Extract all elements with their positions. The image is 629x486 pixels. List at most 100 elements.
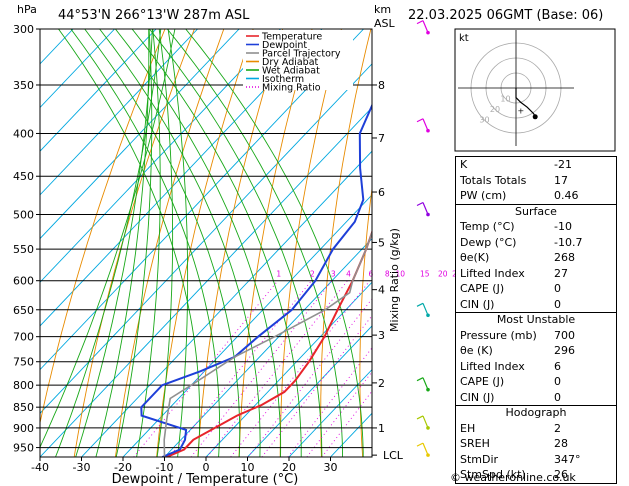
- height-tick-label: 8: [378, 79, 385, 92]
- isotherm-line: [247, 325, 372, 457]
- pressure-tick-label: 600: [13, 275, 34, 288]
- storm-motion-marker: +: [517, 106, 524, 115]
- isobars: [40, 28, 372, 449]
- wet-adiabat-line: [166, 29, 343, 457]
- most-unstable-label: CAPE (J): [460, 375, 505, 388]
- mixing-ratio-label: 4: [346, 270, 351, 279]
- most-unstable-value: 0: [554, 375, 561, 388]
- hodograph-stat-value: 2: [554, 421, 561, 435]
- wind-barbs: [416, 20, 430, 457]
- hodograph-trace: +: [515, 88, 538, 120]
- height-tick-label: 2: [378, 377, 385, 390]
- mixing-ratio-label: 2: [310, 270, 315, 279]
- legend-entry: Dewpoint: [262, 40, 307, 51]
- surface-label: Dewp (°C): [460, 235, 517, 249]
- pressure-tick-label: 700: [13, 331, 34, 344]
- hodograph-ring-label: 10: [500, 95, 510, 104]
- isotherm-line: [40, 29, 198, 196]
- most-unstable-label: Lifted Index: [460, 359, 525, 373]
- mixing-ratio-labels: 12346810152025: [276, 270, 462, 279]
- surface-row: Temp (°C) -10: [456, 219, 616, 235]
- surface-title: Surface: [456, 203, 616, 220]
- wet-adiabat-line: [149, 29, 323, 457]
- dry-adiabat-line: [398, 29, 430, 457]
- index-row: PW (cm) 0.46: [456, 188, 616, 204]
- wet-adiabat-line: [55, 29, 162, 457]
- hodograph-frame: [454, 28, 616, 152]
- surface-value: 0: [554, 297, 561, 311]
- most-unstable-row: CAPE (J) 0: [456, 374, 616, 390]
- dry-adiabat-line: [320, 29, 372, 457]
- wet-adiabat-line: [95, 29, 150, 457]
- hodograph-stat-row: StmDir 347°: [456, 452, 616, 468]
- temperature-tick-label: -30: [73, 461, 91, 474]
- most-unstable-label: θe (K): [460, 344, 493, 357]
- hodograph-stat-row: SREH 28: [456, 436, 616, 452]
- hodograph-ring-label: 30: [479, 116, 489, 125]
- parcel-trajectory-series: [163, 230, 372, 457]
- location-title: 44°53'N 266°13'W 287m ASL: [58, 8, 250, 23]
- surface-value: -10.7: [554, 235, 583, 249]
- legend-entry: Dry Adiabat: [262, 57, 319, 68]
- index-label: Totals Totals: [460, 173, 527, 187]
- height-tick-label: 4: [378, 284, 385, 297]
- surface-row: Dewp (°C) -10.7: [456, 235, 616, 251]
- mixing-ratio-label: 8: [385, 270, 390, 279]
- dry-adiabat-line: [197, 29, 284, 457]
- surface-label: Temp (°C): [460, 220, 515, 233]
- legend-entry: Isotherm: [262, 74, 304, 85]
- pressure-tick-label: 850: [13, 401, 34, 414]
- most-unstable-title: Most Unstable: [456, 312, 616, 328]
- surface-value: 27: [554, 266, 568, 280]
- wind-barb: [416, 201, 429, 215]
- legend-entry: Mixing Ratio: [262, 83, 321, 94]
- hodograph-stat-value: 347°: [554, 452, 581, 466]
- legend-entry: Wet Adiabat: [262, 66, 320, 77]
- lcl-label: LCL: [383, 449, 404, 462]
- isotherm-line: [40, 29, 364, 371]
- index-value: 17: [554, 173, 568, 187]
- height-tick-label: 6: [378, 186, 385, 199]
- isotherm-line: [40, 29, 74, 65]
- wet-adiabat-line: [185, 29, 364, 457]
- wind-barb: [416, 377, 429, 390]
- legend-entry: Parcel Trajectory: [262, 49, 341, 60]
- pressure-tick-label: 900: [13, 422, 34, 435]
- surface-value: 0: [554, 282, 561, 295]
- km-label: km: [374, 3, 391, 16]
- dry-adiabat-line: [238, 29, 313, 457]
- surface-value: 268: [554, 251, 575, 264]
- wind-barb: [416, 118, 429, 131]
- pressure-tick-label: 750: [13, 356, 34, 369]
- wet-adiabat-line: [40, 29, 176, 449]
- mixing-ratio-line: [206, 280, 348, 457]
- isotherm-line: [40, 29, 240, 240]
- pressure-tick-label: 350: [13, 79, 34, 92]
- isotherm-line: [40, 106, 372, 457]
- temperature-tick-label: 0: [203, 461, 210, 474]
- mixing-ratio-label: 10: [396, 270, 406, 279]
- dry-adiabat-line: [279, 29, 342, 457]
- dry-adiabat-line: [73, 29, 195, 457]
- wet-adiabat-line: [115, 29, 153, 457]
- wind-barb: [416, 415, 429, 429]
- credit-text: © weatheronline.co.uk: [450, 471, 576, 484]
- temperature-tick-label: -20: [114, 461, 132, 474]
- wet-adiabat-line: [131, 29, 302, 457]
- most-unstable-value: 0: [554, 390, 561, 404]
- indices-panel: K -21 Totals Totals 17 PW (cm) 0.46 Surface T…: [455, 156, 617, 484]
- wind-barb: [416, 302, 429, 316]
- height-tick-label: 1: [378, 422, 385, 435]
- most-unstable-value: 6: [554, 359, 561, 373]
- most-unstable-row: Lifted Index 6: [456, 359, 616, 375]
- x-axis-label: Dewpoint / Temperature (°C): [112, 472, 299, 486]
- isotherm-line: [40, 63, 372, 414]
- pressure-tick-label: 400: [13, 127, 34, 140]
- surface-row: CAPE (J) 0: [456, 281, 616, 297]
- isotherm-line: [40, 29, 281, 283]
- wet-adiabat-line: [58, 29, 201, 457]
